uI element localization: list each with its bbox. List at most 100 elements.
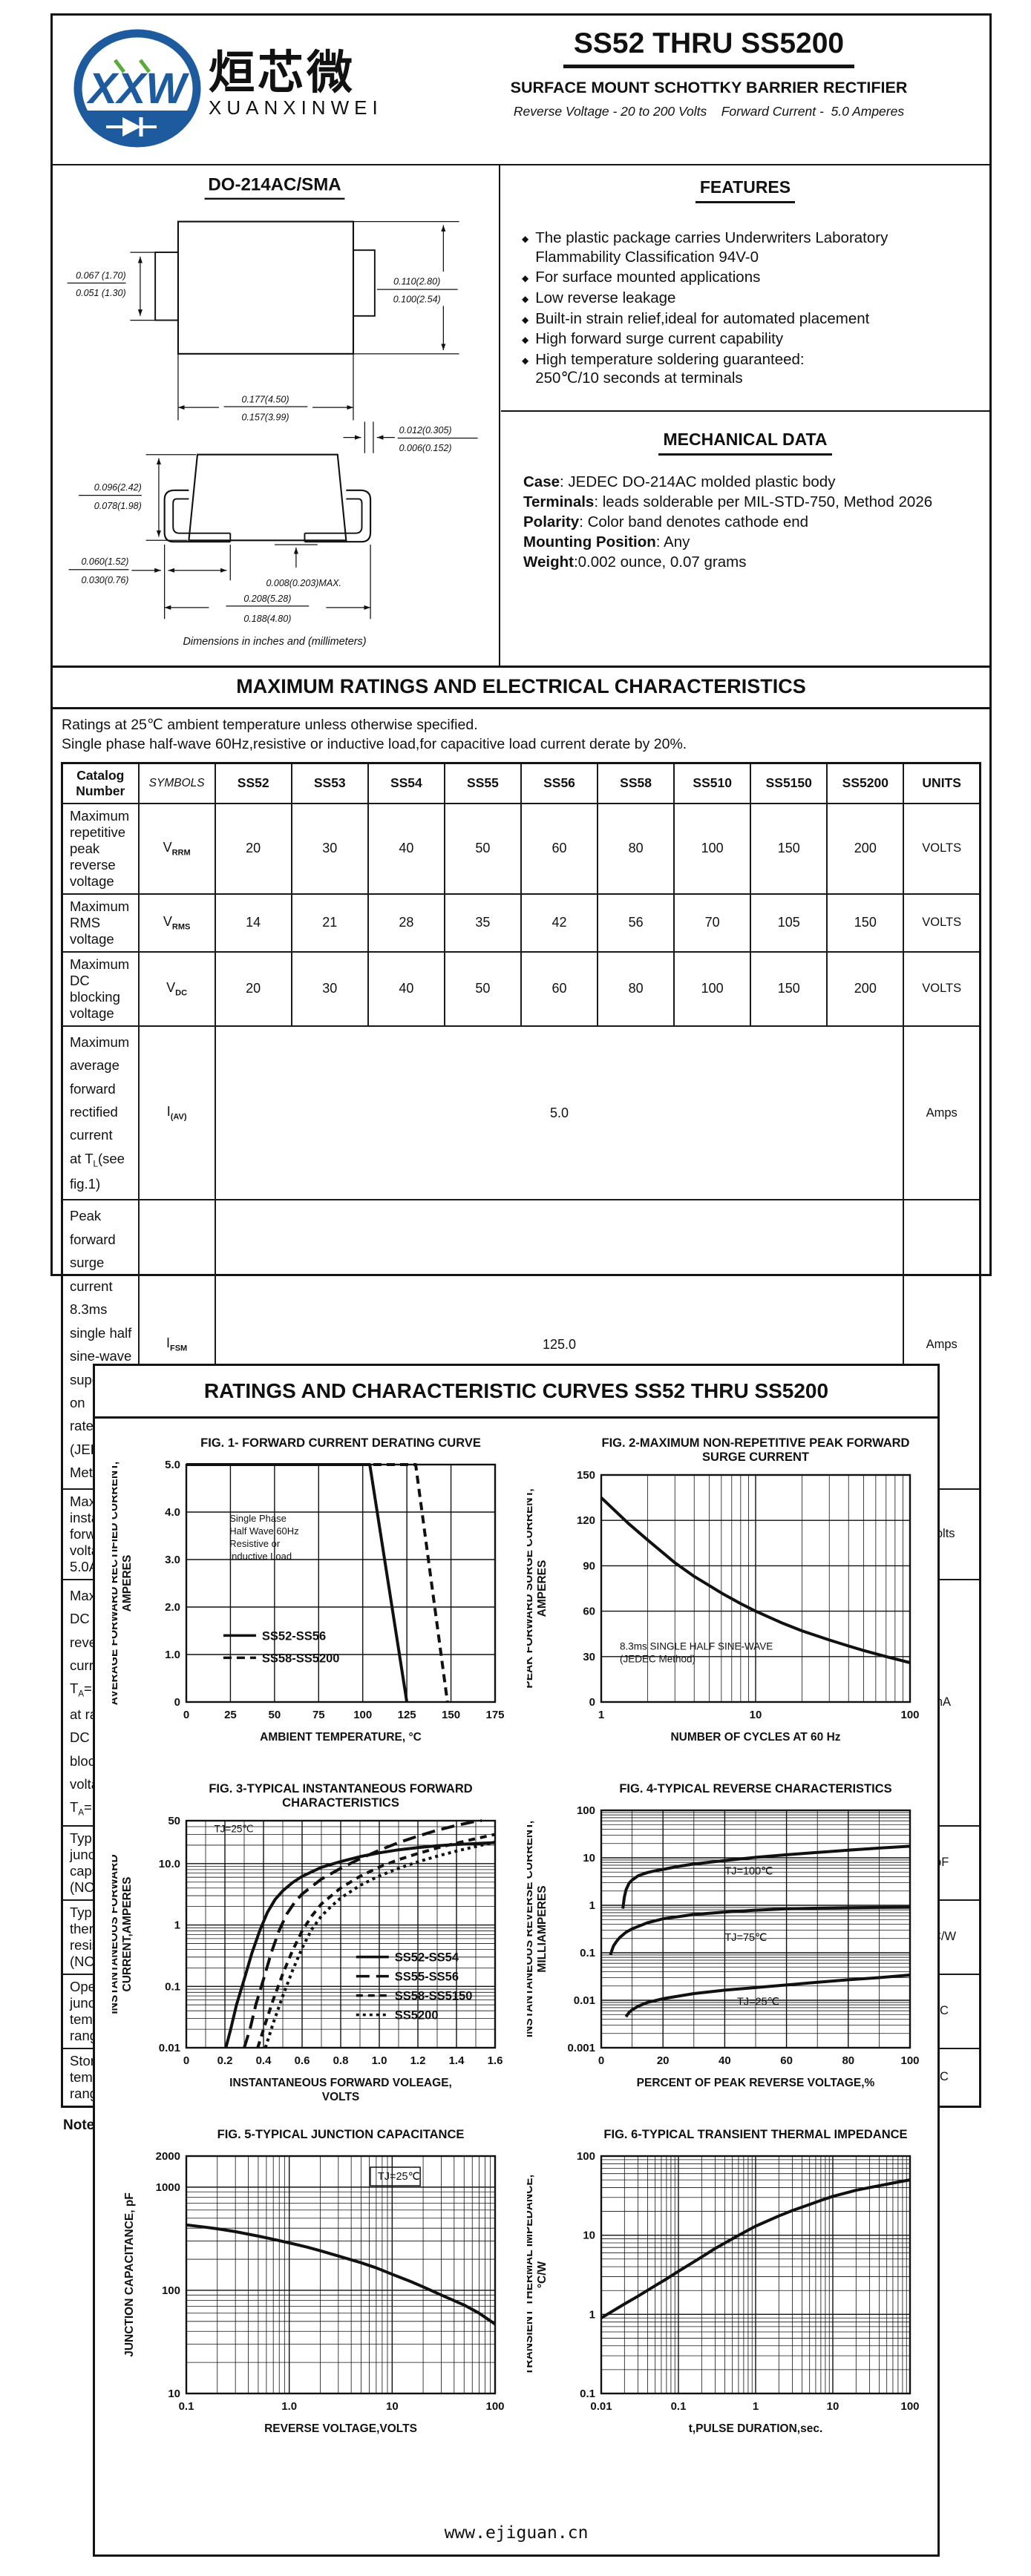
svg-text:0.1: 0.1: [178, 2400, 194, 2413]
svg-text:100: 100: [901, 2400, 920, 2413]
table-cell: 200: [826, 802, 905, 895]
svg-text:PERCENT OF PEAK REVERSE VOLTAG: PERCENT OF PEAK REVERSE VOLTAGE,%: [637, 2077, 875, 2089]
svg-text:0.001: 0.001: [568, 2042, 596, 2054]
table-header-cell: SYMBOLS: [137, 762, 216, 804]
feature-item: ◆ The plastic package carries Underwriter…: [520, 229, 970, 266]
svg-text:100: 100: [577, 2150, 595, 2163]
right-column: FEATURES ◆ The plastic package carries Un…: [501, 165, 989, 666]
note-label: Note:: [63, 2117, 99, 2133]
feature-text: High temperature soldering guaranteed: 25…: [535, 350, 805, 387]
fig4-typical-reverse-characteristics-chart: 0 20 40 60 80 100 0.001 0.01 0.1 1 10 100 FIG. 4-TYP…: [527, 1782, 920, 2089]
dim-label: 0.188(4.80): [243, 614, 291, 624]
svg-text:FIG. 3-TYPICAL INSTANTANEOUS F: FIG. 3-TYPICAL INSTANTANEOUS FORWARD: [209, 1782, 472, 1795]
svg-text:1000: 1000: [155, 2181, 180, 2194]
svg-text:175: 175: [485, 1709, 504, 1721]
svg-text:0.1: 0.1: [580, 2388, 595, 2400]
column-divider: [499, 164, 500, 666]
svg-text:FIG. 1- FORWARD CURRENT DERATI: FIG. 1- FORWARD CURRENT DERATING CURVE: [200, 1436, 481, 1450]
logo-chinese-name: 烜芯微: [209, 45, 356, 99]
table-header-cell: Catalog Number: [61, 762, 140, 804]
svg-text:90: 90: [583, 1560, 596, 1572]
dim-label: 0.100(2.54): [393, 295, 441, 305]
svg-text:INSTANTANEOUS REVERSE CURRENT,: INSTANTANEOUS REVERSE CURRENT,MILLIAMPER…: [527, 1821, 549, 2037]
table-cell: 70: [673, 893, 752, 953]
svg-text:1: 1: [598, 1709, 604, 1721]
table-cell: 50: [443, 950, 522, 1027]
table-cell: 100: [673, 802, 752, 895]
feature-text: Low reverse leakage: [535, 289, 676, 306]
table-cell: VRRM: [137, 802, 216, 895]
table-cell: 30: [290, 802, 369, 895]
table-cell: 35: [443, 893, 522, 953]
svg-text:1.0: 1.0: [165, 1649, 180, 1661]
condition-line-1: Ratings at 25℃ ambient temperature unles…: [62, 717, 478, 733]
company-logo: XXW 烜芯微 XUANXINWEI: [72, 27, 383, 150]
fig5-typical-junction-capacitance-chart: 0.1 1.0 10 100 10 100 1000 2000 FIG. 5-TYPICAL J…: [123, 2128, 505, 2435]
page1-top-section: XXW 烜芯微 XUANXINWEI SS52 THRU SS5200 SURF…: [53, 16, 989, 666]
svg-text:INSTANTANEOUS FORWARDCURRENT,A: INSTANTANEOUS FORWARDCURRENT,AMPERES: [112, 1854, 134, 2014]
svg-text:150: 150: [577, 1469, 595, 1482]
mechanical-data-entry: Polarity: Color band denotes cathode end: [523, 513, 809, 531]
svg-text:125: 125: [397, 1709, 416, 1721]
package-outline-drawing: DO-214AC/SMA 0.067 (1.70) 0.051 (1.30) 0…: [67, 174, 478, 648]
mechanical-data-entry: Case: JEDEC DO-214AC molded plastic body: [523, 473, 836, 490]
svg-text:TJ=25℃: TJ=25℃: [737, 1996, 779, 2008]
svg-text:FIG. 6-TYPICAL TRANSIENT THERM: FIG. 6-TYPICAL TRANSIENT THERMAL IMPEDAN…: [604, 2128, 908, 2141]
svg-text:1: 1: [589, 1899, 595, 1912]
svg-text:JUNCTION CAPACITANCE, pF: JUNCTION CAPACITANCE, pF: [123, 2192, 136, 2357]
table-cell: 80: [597, 802, 675, 895]
table-row: Maximum average forward rectified curren…: [61, 1025, 981, 1201]
logo-mark-icon: XXW: [73, 29, 201, 148]
svg-text:SS58-SS5200: SS58-SS5200: [262, 1652, 340, 1665]
dim-label: 0.051 (1.30): [76, 288, 126, 298]
datasheet-page-2: RATINGS AND CHARACTERISTIC CURVES SS52 T…: [93, 1364, 940, 2557]
svg-text:REVERSE VOLTAGE,VOLTS: REVERSE VOLTAGE,VOLTS: [264, 2422, 417, 2435]
max-ratings-banner: MAXIMUM RATINGS AND ELECTRICAL CHARACTER…: [53, 666, 989, 709]
feature-item: ◆ For surface mounted applications: [520, 268, 970, 287]
table-cell: 60: [520, 802, 599, 895]
dim-label: 0.008(0.203)MAX.: [266, 578, 341, 588]
feature-text: Built-in strain relief,ideal for automat…: [535, 309, 870, 327]
table-cell: 30: [290, 950, 369, 1027]
svg-text:TJ=25℃: TJ=25℃: [214, 1823, 253, 1834]
ratings-tagline: Reverse Voltage - 20 to 200 Volts Forwar…: [513, 104, 905, 119]
mechanical-data-entry: Mounting Position: Any: [523, 533, 690, 551]
mechanical-data-entry: Terminals: leads solderable per MIL-STD-…: [523, 493, 933, 511]
svg-text:VOLTS: VOLTS: [321, 2091, 359, 2103]
table-cell: 56: [597, 893, 675, 953]
table-cell: Amps: [903, 1025, 981, 1201]
table-header-cell: SS510: [673, 762, 752, 804]
svg-text:100: 100: [901, 1709, 920, 1721]
table-cell: 21: [290, 893, 369, 953]
svg-text:SURGE CURRENT: SURGE CURRENT: [702, 1450, 809, 1464]
svg-text:80: 80: [842, 2054, 855, 2067]
svg-text:CHARACTERISTICS: CHARACTERISTICS: [282, 1796, 399, 1810]
table-header-row: Catalog Number SYMBOLS SS52 SS53 SS54 SS55 SS5…: [61, 762, 981, 804]
table-header-cell: SS5200: [826, 762, 905, 804]
svg-text:5.0: 5.0: [165, 1459, 180, 1471]
table-header-cell: SS53: [290, 762, 369, 804]
table-header-cell: UNITS: [903, 762, 981, 804]
dim-label: 0.157(3.99): [241, 412, 289, 422]
svg-text:SS52-SS54: SS52-SS54: [395, 1951, 459, 1965]
svg-text:10: 10: [583, 1852, 596, 1864]
table-cell: VOLTS: [903, 802, 981, 895]
dim-label: 0.096(2.42): [94, 482, 142, 493]
svg-text:SS5200: SS5200: [395, 2009, 439, 2023]
svg-text:0.8: 0.8: [333, 2054, 348, 2067]
diamond-bullet-icon: ◆: [522, 355, 529, 366]
svg-text:2.0: 2.0: [165, 1601, 180, 1614]
condition-line-2: Single phase half-wave 60Hz,resistive or…: [62, 736, 687, 753]
svg-text:(JEDEC Method): (JEDEC Method): [620, 1654, 695, 1665]
table-cell: 105: [750, 893, 828, 953]
table-cell: I(AV): [137, 1025, 216, 1201]
svg-text:1.4: 1.4: [448, 2054, 465, 2067]
table-cell: 14: [214, 893, 292, 953]
svg-text:50: 50: [268, 1709, 281, 1721]
svg-text:100: 100: [485, 2400, 504, 2413]
svg-text:100: 100: [353, 1709, 372, 1721]
svg-text:60: 60: [583, 1606, 596, 1618]
svg-text:FIG. 2-MAXIMUM NON-REPETITIVE: FIG. 2-MAXIMUM NON-REPETITIVE PEAK FORWA…: [602, 1436, 910, 1450]
dim-label: 0.006(0.152): [399, 443, 452, 453]
svg-text:0.1: 0.1: [580, 1947, 595, 1959]
